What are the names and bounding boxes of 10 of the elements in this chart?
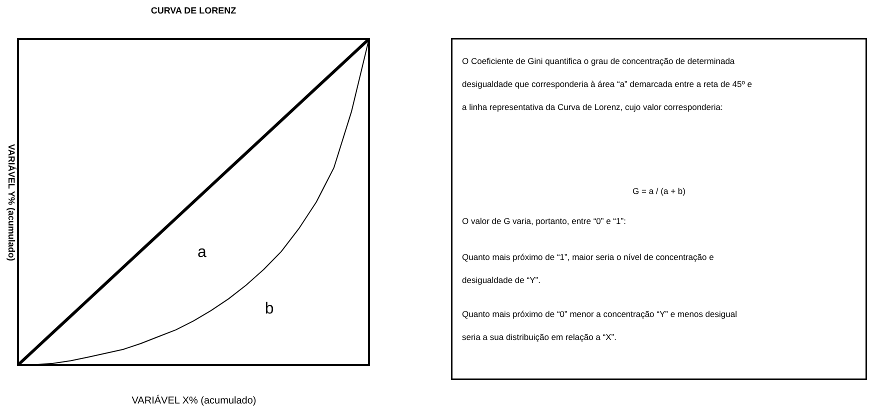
text: O Coeficiente de Gini quantifica o grau de concentração de determinada desigualdade que corresponderia à área “a” demarcada entre a reta de 45º e a linha representativa da Curva de Lorenz, cujo valor corresponderia: [462, 56, 752, 112]
text: Quanto mais próximo de “0” menor a concentração “Y” e menos desigual seria a sua distribuição em relação a “X”. [462, 309, 737, 342]
text: O valor de G varia, portanto, entre “0” e “1”: [462, 216, 626, 226]
annotation: b [264, 300, 274, 318]
chart-title: CURVA DE LORENZ [150, 6, 237, 16]
annotation: a [197, 244, 206, 261]
text: G = a / (a + b) [632, 186, 686, 196]
text: Quanto mais próximo de “1”, maior seria o nível de concentração e desigualdade de “Y”. [462, 252, 714, 285]
x-axis-title: VARIÁVEL X% (acumulado) [132, 394, 256, 406]
y-axis-title: VARIÁVEL Y% (acumulado) [6, 144, 16, 262]
